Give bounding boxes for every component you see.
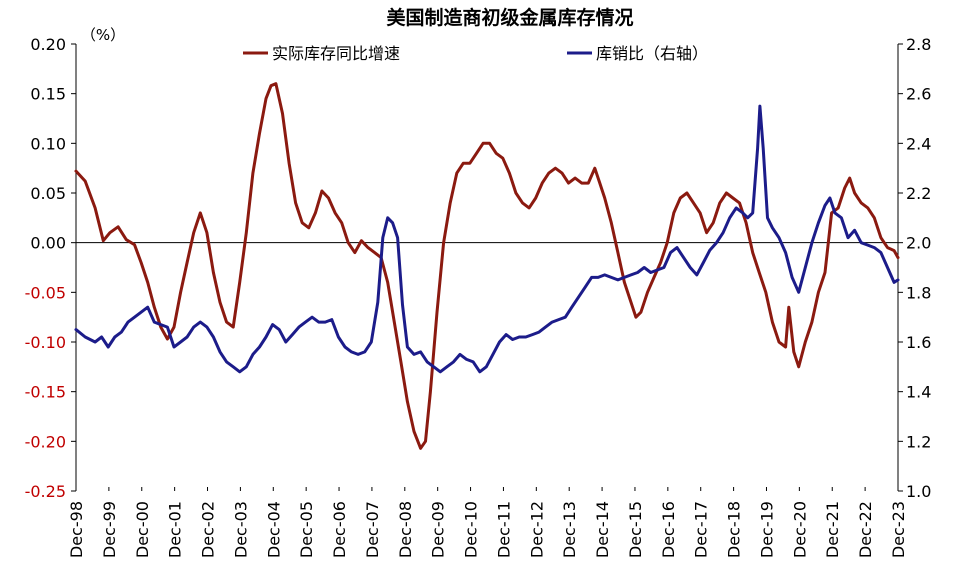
right-axis-tick-label: 1.8 — [906, 283, 931, 302]
x-axis-tick-label: Dec-20 — [790, 501, 809, 558]
left-axis-tick-label: 0.20 — [30, 35, 66, 54]
left-axis-tick-label: 0.05 — [30, 184, 66, 203]
x-axis-tick-label: Dec-13 — [560, 501, 579, 558]
right-axis-tick-label: 1.2 — [906, 432, 931, 451]
x-axis-tick-label: Dec-16 — [659, 501, 678, 558]
x-axis-tick-label: Dec-23 — [889, 501, 908, 558]
x-axis-tick-label: Dec-10 — [462, 501, 481, 558]
left-axis-tick-label: -0.10 — [25, 333, 66, 352]
right-axis-tick-label: 1.6 — [906, 333, 931, 352]
x-axis-tick-label: Dec-00 — [133, 501, 152, 558]
x-axis-tick-label: Dec-22 — [856, 501, 875, 558]
left-axis-tick-label: 0.15 — [30, 85, 66, 104]
legend-label-inventory-growth: 实际库存同比增速 — [272, 44, 400, 63]
right-axis-tick-label: 1.0 — [906, 482, 931, 501]
right-axis-tick-label: 2.2 — [906, 184, 931, 203]
x-axis-tick-label: Dec-01 — [166, 501, 185, 558]
x-axis-tick-label: Dec-11 — [494, 501, 513, 558]
right-axis-tick-label: 2.8 — [906, 35, 931, 54]
x-axis-tick-label: Dec-07 — [363, 501, 382, 558]
chart-title: 美国制造商初级金属库存情况 — [386, 6, 633, 29]
right-axis-tick-label: 2.0 — [906, 234, 931, 253]
left-axis-tick-label: 0.00 — [30, 234, 66, 253]
legend-label-inventory-sales-ratio: 库销比（右轴） — [596, 44, 708, 63]
x-axis-tick-label: Dec-98 — [67, 501, 86, 558]
left-axis-tick-label: -0.20 — [25, 432, 66, 451]
legend: 实际库存同比增速 库销比（右轴） — [243, 44, 708, 63]
x-axis-tick-label: Dec-15 — [626, 501, 645, 558]
right-axis-tick-label: 2.6 — [906, 85, 931, 104]
x-axis-tick-label: Dec-21 — [823, 501, 842, 558]
series-line-inventory-sales-ratio — [74, 104, 900, 374]
x-axis-tick-label: Dec-03 — [231, 501, 250, 558]
x-axis-tick-label: Dec-06 — [330, 501, 349, 558]
x-axis-tick-label: Dec-18 — [725, 501, 744, 558]
axes: 0.20 0.15 0.10 0.05 0.00 -0.05 -0.10 -0.15 -0.20… — [25, 35, 932, 558]
right-axis-tick-label: 1.4 — [906, 383, 931, 402]
x-axis-tick-label: Dec-09 — [429, 501, 448, 558]
series-line-inventory-growth — [74, 82, 900, 450]
series-lines — [74, 82, 900, 450]
x-axis-tick-label: Dec-02 — [199, 501, 218, 558]
x-axis-tick-label: Dec-14 — [593, 501, 612, 558]
x-axis-tick-label: Dec-19 — [757, 501, 776, 558]
x-axis-tick-label: Dec-12 — [527, 501, 546, 558]
left-axis-unit-label: （%） — [81, 26, 125, 44]
x-axis-tick-label: Dec-99 — [100, 501, 119, 558]
right-axis-tick-label: 2.4 — [906, 134, 931, 153]
x-axis-tick-label: Dec-05 — [297, 501, 316, 558]
left-axis-tick-label: -0.15 — [25, 383, 66, 402]
left-axis-tick-label: -0.05 — [25, 283, 66, 302]
x-axis-tick-label: Dec-08 — [396, 501, 415, 558]
x-axis-tick-label: Dec-04 — [264, 501, 283, 558]
left-axis-tick-label: 0.10 — [30, 134, 66, 153]
left-axis-tick-label: -0.25 — [25, 482, 66, 501]
x-axis-tick-label: Dec-17 — [692, 501, 711, 558]
